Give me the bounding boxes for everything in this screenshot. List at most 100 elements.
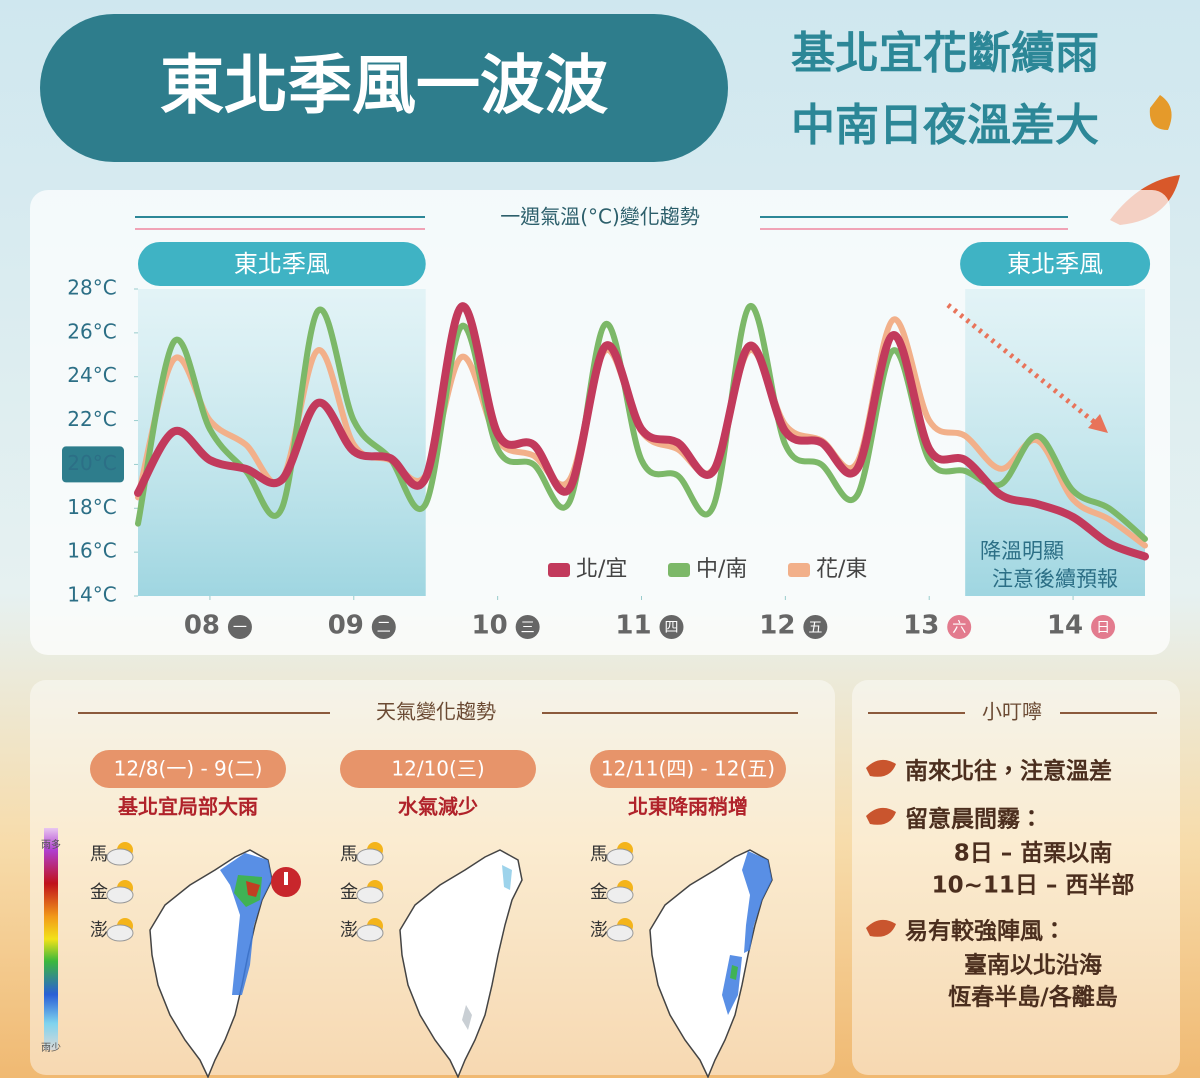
rain-area bbox=[730, 965, 738, 980]
y-tick-label: 14°C bbox=[67, 583, 116, 607]
legend-label: 北/宜 bbox=[576, 557, 627, 582]
tips-title: 小叮嚀 bbox=[982, 700, 1042, 724]
weekday-label: 四 bbox=[665, 620, 679, 636]
band-pill bbox=[960, 242, 1151, 286]
weekday-badge bbox=[947, 615, 972, 639]
rain-area bbox=[502, 865, 512, 890]
leaf-bullet bbox=[866, 919, 896, 937]
leaf-bullet bbox=[866, 759, 896, 777]
subtitle: 中南日夜溫差大 bbox=[791, 100, 1099, 151]
tips-panel bbox=[852, 680, 1180, 1075]
x-tick-label: 10 bbox=[472, 611, 508, 641]
y-tick-label: 18°C bbox=[67, 495, 116, 519]
weekday-badge bbox=[515, 615, 540, 639]
temperature-line bbox=[135, 303, 1148, 542]
scale-label: 雨少 bbox=[41, 1042, 61, 1054]
x-tick-label: 11 bbox=[615, 611, 651, 641]
island-label: 澎 bbox=[340, 920, 358, 941]
period-date: 12/10(三) bbox=[391, 757, 484, 781]
island-label: 馬 bbox=[90, 844, 108, 865]
rain-area bbox=[246, 881, 260, 897]
taiwan-map bbox=[149, 849, 273, 1078]
leaf-bullet bbox=[866, 807, 896, 825]
rain-area bbox=[462, 1005, 472, 1030]
island-label: 金 bbox=[90, 882, 108, 903]
island-label: 馬 bbox=[590, 844, 608, 865]
legend-swatch bbox=[548, 563, 570, 577]
island-label: 金 bbox=[340, 882, 358, 903]
island-label: 澎 bbox=[590, 920, 608, 941]
island-label: 金 bbox=[590, 882, 608, 903]
tip-heading: 南來北往，注意溫差 bbox=[905, 758, 1112, 785]
weekday-badge bbox=[803, 615, 828, 639]
tip-heading: 易有較強陣風： bbox=[905, 918, 1066, 945]
period-summary: 基北宜局部大雨 bbox=[118, 795, 258, 819]
x-tick-label: 12 bbox=[759, 611, 795, 641]
x-tick-label: 08 bbox=[184, 611, 220, 641]
taiwan-map bbox=[399, 849, 523, 1078]
annotation: 注意後續預報 bbox=[992, 567, 1118, 591]
date-pill bbox=[90, 750, 286, 788]
weekday-label: 五 bbox=[808, 620, 822, 636]
island-label: 馬 bbox=[340, 844, 358, 865]
temperature-chart: 一週氣溫(°C)變化趨勢 東北季風 東北季風 14°C 16°C 18°C 20°C 22°… bbox=[62, 205, 1151, 641]
y-tick-label: 16°C bbox=[67, 539, 116, 563]
tip-line: 10~11日 – 西半部 bbox=[932, 872, 1135, 899]
weekday-badge bbox=[227, 615, 252, 639]
weekday-badge bbox=[1091, 615, 1116, 639]
legend-label: 中/南 bbox=[696, 557, 747, 582]
cloud-icon bbox=[106, 924, 134, 942]
date-pill bbox=[340, 750, 536, 788]
tip-line: 臺南以北沿海 bbox=[964, 952, 1102, 979]
weekday-label: 日 bbox=[1096, 620, 1110, 636]
monsoon-band bbox=[138, 289, 426, 596]
alert-mark bbox=[284, 872, 288, 885]
temperature-line bbox=[134, 302, 1149, 561]
weekday-label: 六 bbox=[952, 620, 966, 636]
x-tick-label: 13 bbox=[903, 611, 939, 641]
cloud-icon bbox=[606, 886, 634, 904]
rain-scale bbox=[44, 828, 58, 1050]
cloud-icon bbox=[356, 886, 384, 904]
rain-area bbox=[742, 851, 772, 953]
y-tick-label: 20°C bbox=[67, 451, 116, 475]
arrow-head bbox=[1088, 414, 1108, 433]
tick-highlight bbox=[62, 446, 124, 483]
legend-swatch bbox=[788, 563, 810, 577]
period-date: 12/11(四) - 12(五) bbox=[601, 757, 775, 781]
tip-line: 恆春半島/各離島 bbox=[948, 984, 1117, 1011]
weekday-label: 二 bbox=[377, 620, 391, 636]
title: 東北季風一波波 bbox=[160, 50, 608, 124]
cloud-icon bbox=[606, 924, 634, 942]
weekday-badge bbox=[659, 615, 684, 639]
weather-title: 天氣變化趨勢 bbox=[376, 700, 496, 724]
legend-swatch bbox=[668, 563, 690, 577]
cloud-icon bbox=[606, 848, 634, 866]
period-summary: 北東降雨稍增 bbox=[628, 795, 748, 819]
y-tick-label: 24°C bbox=[67, 363, 116, 387]
y-tick-label: 28°C bbox=[67, 276, 116, 300]
scale-label: 雨多 bbox=[41, 838, 61, 851]
legend-label: 花/東 bbox=[816, 557, 867, 582]
cloud-icon bbox=[356, 848, 384, 866]
weekday-label: 三 bbox=[521, 620, 535, 636]
period-summary: 水氣減少 bbox=[398, 795, 478, 819]
x-tick-label: 14 bbox=[1047, 611, 1083, 641]
x-tick-label: 09 bbox=[328, 611, 364, 641]
weekday-label: 一 bbox=[233, 620, 247, 636]
cloud-icon bbox=[356, 924, 384, 942]
cloud-icon bbox=[106, 848, 134, 866]
tip-heading: 留意晨間霧： bbox=[905, 806, 1043, 833]
chart-title: 一週氣溫(°C)變化趨勢 bbox=[500, 205, 700, 229]
tip-line: 8日 – 苗栗以南 bbox=[954, 841, 1113, 867]
leaf-icon bbox=[1149, 95, 1172, 130]
band-label: 東北季風 bbox=[1007, 250, 1103, 278]
annotation: 降溫明顯 bbox=[980, 539, 1064, 563]
subtitle: 基北宜花斷續雨 bbox=[791, 28, 1099, 79]
y-tick-label: 22°C bbox=[67, 407, 116, 431]
taiwan-map bbox=[649, 849, 773, 1078]
island-label: 澎 bbox=[90, 920, 108, 941]
